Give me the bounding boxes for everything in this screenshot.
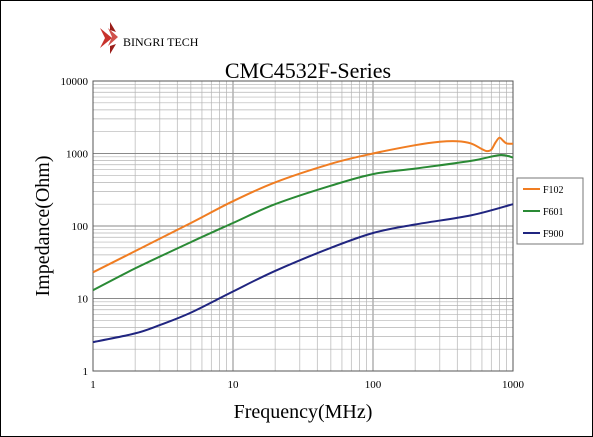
bingri-logo-icon: [100, 22, 118, 54]
series-lines: [92, 136, 514, 344]
x-axis-label: Frequency(MHz): [234, 401, 373, 423]
x-tick-label: 1000: [502, 379, 525, 391]
legend: F102 F601 F900: [516, 177, 584, 245]
legend-label-f102: F102: [543, 185, 564, 196]
y-axis-label: Impedance(Ohm): [32, 155, 54, 296]
y-tick-label: 10000: [61, 76, 89, 88]
legend-label-f601: F601: [543, 207, 564, 218]
series-line-f601: [92, 154, 514, 292]
y-tick-label: 100: [72, 221, 89, 233]
x-tick-label: 1: [90, 379, 96, 391]
x-tick-labels: 1 10 100 1000: [90, 379, 524, 391]
y-tick-label: 10: [77, 294, 89, 306]
x-tick-label: 100: [365, 379, 382, 391]
y-tick-label: 1000: [66, 149, 89, 161]
y-tick-labels: 1 10 100 1000 10000: [61, 76, 89, 378]
series-line-f900: [92, 203, 514, 344]
x-tick-label: 10: [228, 379, 240, 391]
series-line-f102: [92, 136, 514, 274]
chart-title: CMC4532F-Series: [225, 58, 391, 83]
y-tick-label: 1: [83, 366, 89, 378]
brand-name: BINGRI TECH: [123, 35, 199, 49]
plot-area-border: [92, 80, 514, 372]
legend-label-f900: F900: [543, 229, 564, 240]
